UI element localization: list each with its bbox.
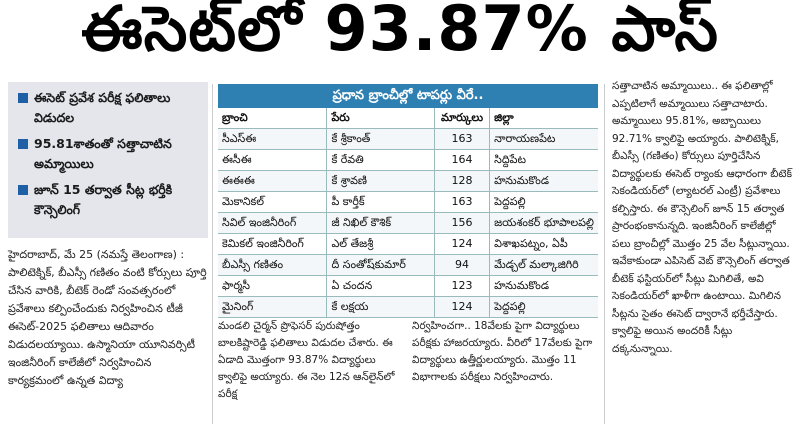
name-cell: కే శ్రావణి xyxy=(326,170,435,192)
header-cell: జిల్లా xyxy=(489,108,598,129)
header-cell: బ్రాంచి xyxy=(218,108,327,129)
district-cell: హనుమకొండ xyxy=(489,275,598,297)
branch-cell: ఈసీఈ xyxy=(218,149,327,171)
marks-cell: 128 xyxy=(433,170,491,192)
table-title: ప్రధాన బ్రాంచీల్లో టాపర్లు వీరే.. xyxy=(218,84,598,108)
highlight-item: 95.81శాతంతో సత్తాచాటిన అమ్మాయిలు xyxy=(18,134,204,174)
article-text: మండలి చైర్మన్ ప్రొఫెసర్ పురుషోత్తం బాలకి… xyxy=(218,320,395,400)
column-divider xyxy=(212,84,213,424)
square-bullet-icon xyxy=(18,185,28,195)
table-row: కెమికల్ ఇంజినీరింగ్ ఎల్ తేజశ్రీ 124 విశాఖపట… xyxy=(218,233,598,255)
district-cell: సిద్దిపేట xyxy=(489,149,598,171)
name-cell: పీ కార్తీక్ xyxy=(326,191,435,213)
table-row: ఈసీఈ కే రేవతి 164 సిద్దిపేట xyxy=(218,149,598,171)
marks-cell: 123 xyxy=(433,275,491,297)
square-bullet-icon xyxy=(18,93,28,103)
name-cell: కే లక్షయ xyxy=(326,296,435,318)
table-row: మెకానికల్ పీ కార్తీక్ 163 పెద్దపల్లి xyxy=(218,191,598,213)
branch-cell: సీఎస్ఈ xyxy=(218,128,327,150)
marks-cell: 94 xyxy=(433,254,491,276)
name-cell: దీ సంతోష్‌కుమార్ xyxy=(326,254,435,276)
name-cell: జీ నిఖిల్ కౌశిక్ xyxy=(326,212,435,234)
article-column-3: నిర్వహించగా.. 18వేలకు పైగా విద్యార్థులు … xyxy=(412,318,598,386)
marks-cell: 124 xyxy=(433,296,491,318)
article-column-1: హైదరాబాద్, మే 25 (నమస్తే తెలంగాణ) : పాలి… xyxy=(8,246,208,390)
article-text: సత్తాచాటిన అమ్మాయిలు.. ఈ ఫలితాల్లో ఎప్పట… xyxy=(612,80,792,355)
column-divider xyxy=(604,84,605,424)
marks-cell: 163 xyxy=(433,191,491,213)
marks-cell: 163 xyxy=(433,128,491,150)
toppers-table: ప్రధాన బ్రాంచీల్లో టాపర్లు వీరే.. బ్రాంచ… xyxy=(218,84,598,318)
table-row: ఈఈఈ కే శ్రావణి 128 హనుమకొండ xyxy=(218,170,598,192)
highlight-text: ఈసెట్ ప్రవేశ పరీక్ష ఫలితాలు విడుదల xyxy=(34,90,171,125)
table-row: సివిల్ ఇంజినీరింగ్ జీ నిఖిల్ కౌశిక్ 156 జయశ… xyxy=(218,212,598,234)
highlight-text: 95.81శాతంతో సత్తాచాటిన అమ్మాయిలు xyxy=(34,136,172,171)
headline: ఈసెట్‌లో 93.87% పాస్ xyxy=(81,0,719,65)
marks-cell: 124 xyxy=(433,233,491,255)
name-cell: ఏ చందన xyxy=(326,275,435,297)
branch-cell: మెకానికల్ xyxy=(218,191,327,213)
article-text: నిర్వహించగా.. 18వేలకు పైగా విద్యార్థులు … xyxy=(412,320,593,383)
marks-cell: 164 xyxy=(433,149,491,171)
district-cell: హనుమకొండ xyxy=(489,170,598,192)
branch-cell: మైనింగ్ xyxy=(218,296,327,318)
highlight-item: జూన్ 15 తర్వాత సీట్ల భర్తీకి కౌన్సెలింగ్ xyxy=(18,180,204,220)
article-column-2: మండలి చైర్మన్ ప్రొఫెసర్ పురుషోత్తం బాలకి… xyxy=(218,318,404,403)
article-column-4: సత్తాచాటిన అమ్మాయిలు.. ఈ ఫలితాల్లో ఎప్పట… xyxy=(612,78,796,358)
branch-cell: ఫార్మసీ xyxy=(218,275,327,297)
district-cell: విశాఖపట్నం, ఏపీ xyxy=(489,233,598,255)
header-cell: మార్కులు xyxy=(433,108,491,129)
table-row: మైనింగ్ కే లక్షయ 124 పెద్దపల్లి xyxy=(218,296,598,318)
district-cell: నారాయణపేట xyxy=(489,128,598,150)
marks-cell: 156 xyxy=(433,212,491,234)
district-cell: పెద్దపల్లి xyxy=(489,296,598,318)
district-cell: మేడ్చల్ మల్కాజిగిరి xyxy=(489,254,598,276)
district-cell: జయశంకర్ భూపాలపల్లి xyxy=(489,212,598,234)
article-text: హైదరాబాద్, మే 25 (నమస్తే తెలంగాణ) : పాలి… xyxy=(8,248,207,387)
name-cell: ఎల్ తేజశ్రీ xyxy=(326,233,435,255)
table-row: సీఎస్ఈ కే శ్రీకాంత్ 163 నారాయణపేట xyxy=(218,128,598,150)
highlight-text: జూన్ 15 తర్వాత సీట్ల భర్తీకి కౌన్సెలింగ్ xyxy=(34,182,173,217)
table-row: ఫార్మసీ ఏ చందన 123 హనుమకొండ xyxy=(218,275,598,297)
name-cell: కే రేవతి xyxy=(326,149,435,171)
branch-cell: బీఎస్సీ గణితం xyxy=(218,254,327,276)
table-row: బీఎస్సీ గణితం దీ సంతోష్‌కుమార్ 94 మేడ్చల్ మ… xyxy=(218,254,598,276)
name-cell: కే శ్రీకాంత్ xyxy=(326,128,435,150)
highlight-item: ఈసెట్ ప్రవేశ పరీక్ష ఫలితాలు విడుదల xyxy=(18,88,204,128)
branch-cell: కెమికల్ ఇంజినీరింగ్ xyxy=(218,233,327,255)
square-bullet-icon xyxy=(18,139,28,149)
header-cell: పేరు xyxy=(326,108,435,129)
district-cell: పెద్దపల్లి xyxy=(489,191,598,213)
highlights-box: ఈసెట్ ప్రవేశ పరీక్ష ఫలితాలు విడుదల 95.81… xyxy=(8,82,208,238)
branch-cell: సివిల్ ఇంజినీరింగ్ xyxy=(218,212,327,234)
branch-cell: ఈఈఈ xyxy=(218,170,327,192)
table-header-row: బ్రాంచి పేరు మార్కులు జిల్లా xyxy=(218,108,598,129)
